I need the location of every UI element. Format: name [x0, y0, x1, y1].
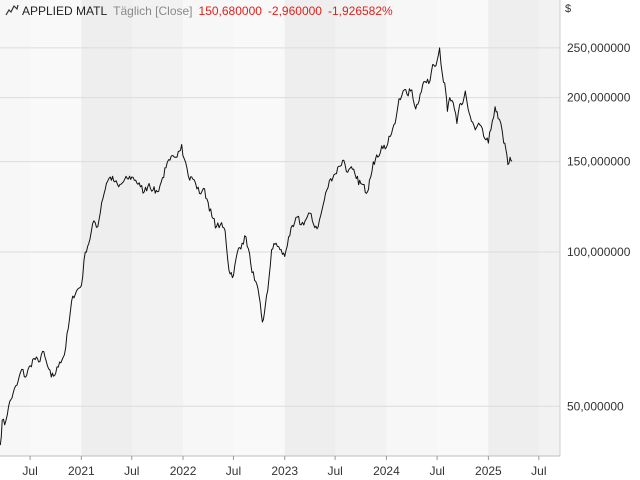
year-bands	[0, 0, 560, 456]
half-year-band	[30, 0, 82, 456]
instrument-name: APPLIED MATL	[22, 4, 108, 18]
year-band	[81, 0, 184, 456]
year-band	[183, 0, 285, 456]
price-change-percent: -1,926582%	[327, 4, 393, 18]
y-tick-label: 50,000000	[567, 399, 624, 413]
year-band	[488, 0, 560, 456]
frequency-label: Täglich [Close]	[113, 4, 193, 18]
price-series-line	[0, 47, 513, 446]
x-tick-label: Jul	[22, 464, 37, 478]
x-tick-label: 2024	[373, 464, 400, 478]
x-tick-label: 2022	[170, 464, 197, 478]
last-price: 150,680000	[198, 4, 262, 18]
half-year-band	[437, 0, 489, 456]
x-tick-label: 2023	[271, 464, 298, 478]
x-tick-label: 2025	[475, 464, 502, 478]
y-tick-label: 150,000000	[567, 155, 631, 169]
x-tick-label: 2021	[68, 464, 95, 478]
year-band	[284, 0, 387, 456]
chart-header: APPLIED MATL Täglich [Close] 150,680000 -2,…	[0, 0, 560, 22]
y-tick-label: 100,000000	[567, 245, 631, 259]
y-tick-label: 200,000000	[567, 91, 631, 105]
line-chart-icon	[5, 4, 19, 16]
x-tick-label: Jul	[226, 464, 241, 478]
x-axis: Jul 2021 Jul 2022 Jul 2023 Jul 2024 Jul 2025 Jul	[22, 456, 546, 478]
half-year-band	[335, 0, 387, 456]
x-tick-label: Jul	[327, 464, 342, 478]
currency-unit: $	[565, 3, 572, 15]
half-year-band	[233, 0, 285, 456]
x-tick-label: Jul	[429, 464, 444, 478]
year-band	[0, 0, 82, 456]
year-band	[386, 0, 489, 456]
y-axis: 50,000000 100,000000 150,000000 200,000000 2…	[567, 41, 631, 413]
half-year-band	[131, 0, 184, 456]
x-tick-label: Jul	[531, 464, 546, 478]
y-tick-label: 250,000000	[567, 41, 631, 55]
price-change: -2,960000	[267, 4, 322, 18]
half-year-band	[538, 0, 560, 456]
x-tick-label: Jul	[124, 464, 139, 478]
